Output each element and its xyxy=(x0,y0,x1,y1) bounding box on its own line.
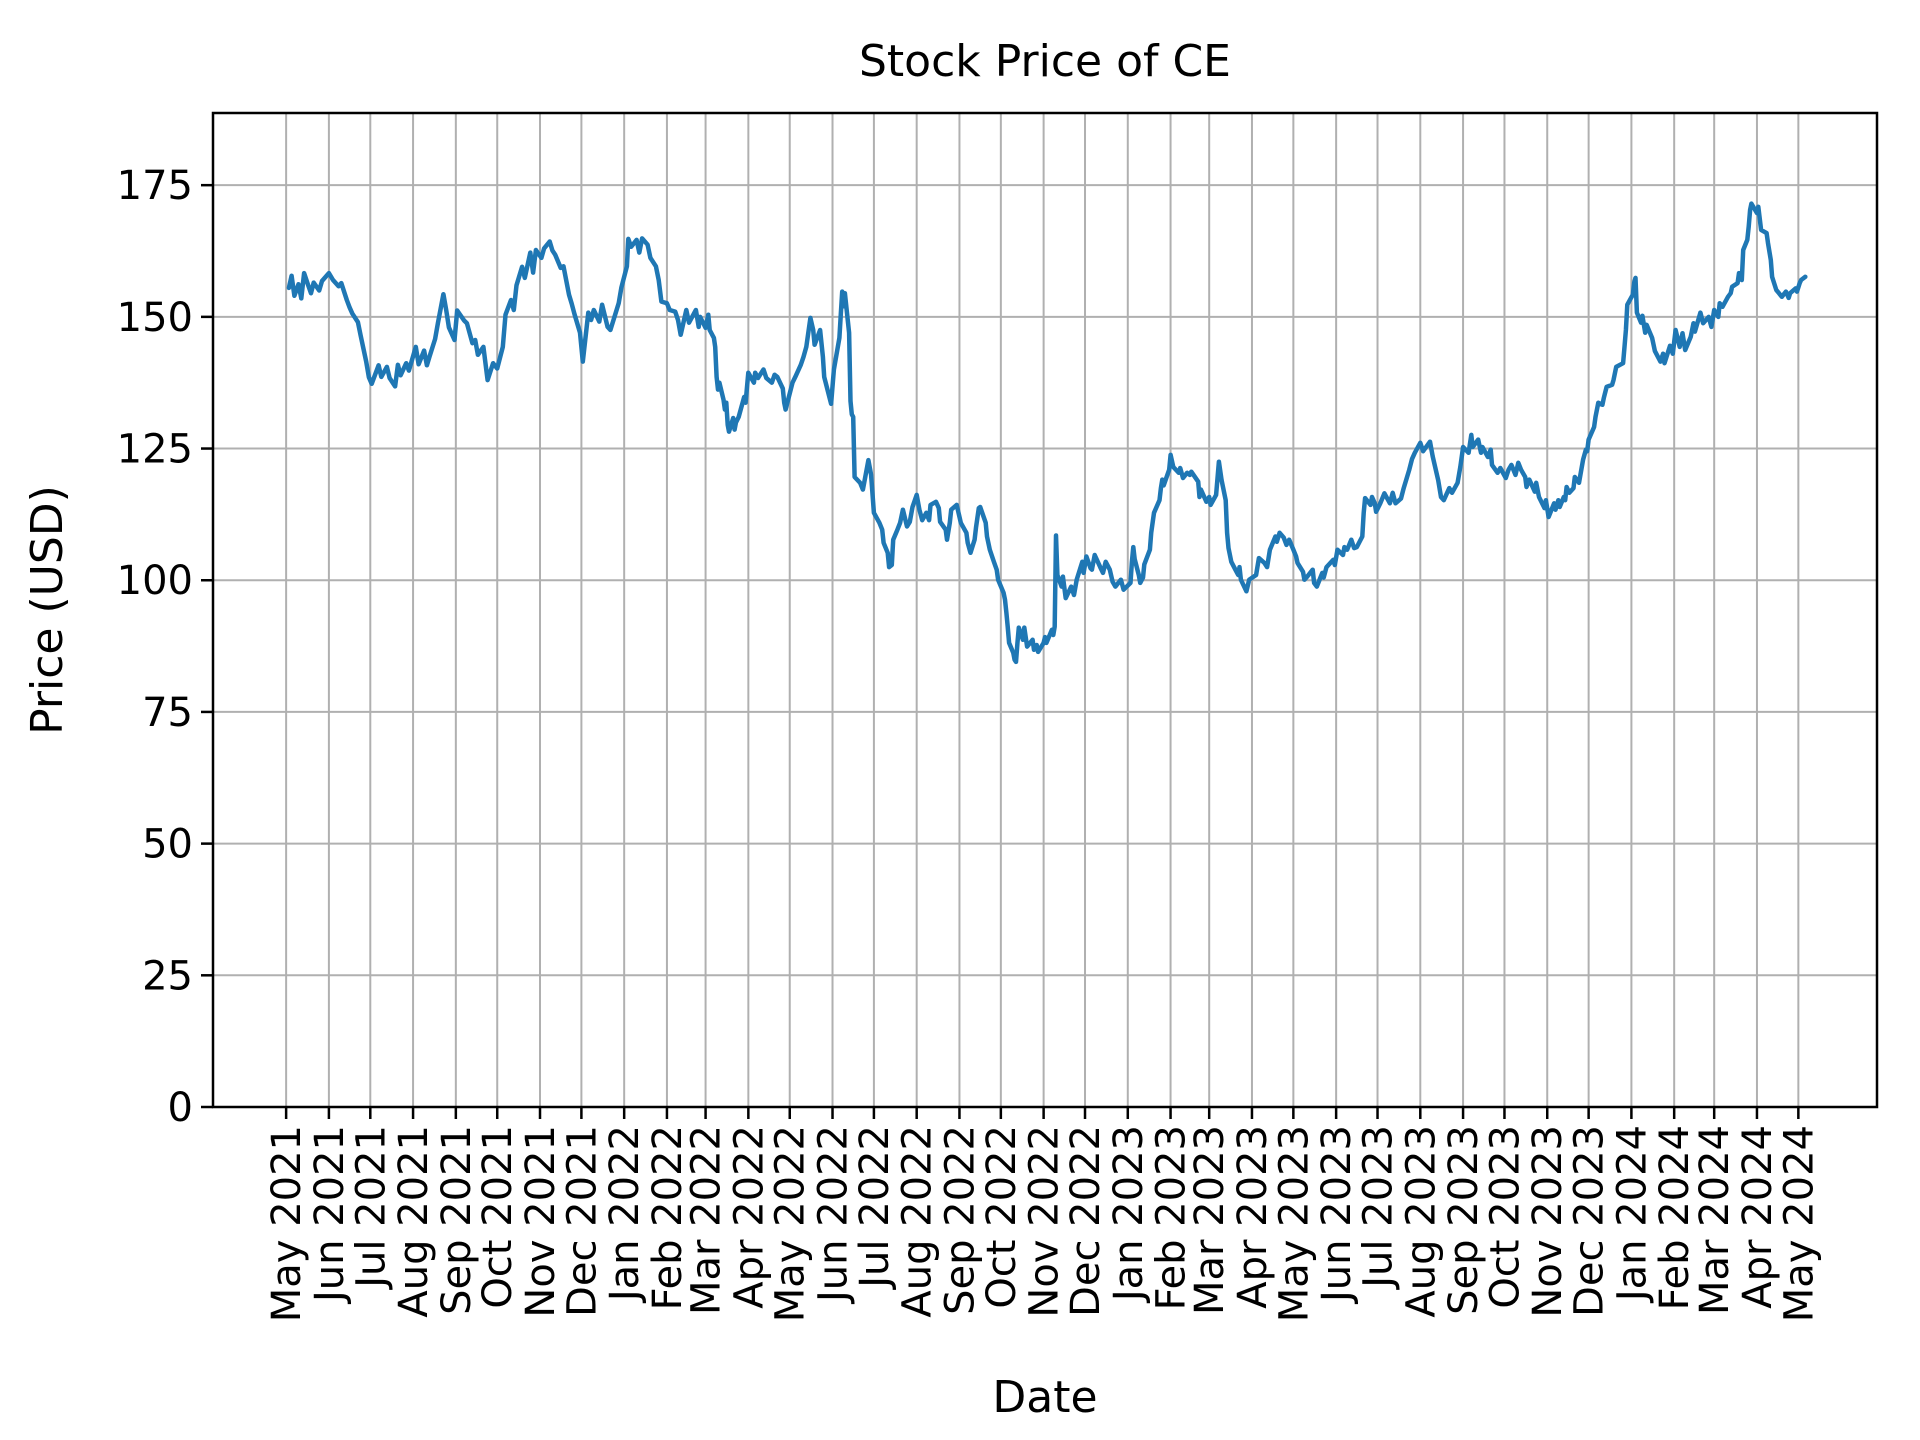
x-tick-label: Feb 2024 xyxy=(1652,1125,1698,1310)
x-tick-label: Sep 2023 xyxy=(1441,1125,1487,1315)
x-tick-label: Jul 2021 xyxy=(348,1125,394,1291)
x-tick-label: Aug 2023 xyxy=(1398,1125,1444,1318)
x-tick-label: Aug 2022 xyxy=(895,1125,941,1318)
y-tick-label: 150 xyxy=(117,295,193,341)
y-tick-label: 75 xyxy=(142,690,193,736)
x-tick-label: Sep 2021 xyxy=(434,1125,480,1315)
x-tick-label: Oct 2022 xyxy=(979,1125,1025,1309)
x-tick-label: Apr 2024 xyxy=(1735,1125,1781,1309)
x-tick-label: Mar 2022 xyxy=(684,1125,730,1315)
x-tick-label: Aug 2021 xyxy=(391,1125,437,1318)
x-tick-label: Apr 2023 xyxy=(1230,1125,1276,1309)
y-tick-label: 125 xyxy=(117,427,193,473)
x-axis-label: Date xyxy=(992,1372,1097,1423)
x-tick-label: Jan 2022 xyxy=(602,1125,648,1304)
y-axis-label: Price (USD) xyxy=(22,485,73,735)
x-tick-label: Nov 2022 xyxy=(1022,1125,1068,1318)
x-tick-label: May 2022 xyxy=(768,1125,814,1322)
chart-title: Stock Price of CE xyxy=(859,36,1231,87)
price-line-series-CE xyxy=(286,201,1808,665)
x-tick-label: Oct 2023 xyxy=(1482,1125,1528,1309)
y-tick-label: 100 xyxy=(117,558,193,604)
x-tick-label: Nov 2021 xyxy=(518,1125,564,1318)
y-tick-label: 0 xyxy=(168,1085,193,1131)
x-tick-label: Jul 2022 xyxy=(852,1125,898,1291)
x-tick-label: Jul 2023 xyxy=(1356,1125,1402,1291)
x-tick-label: Dec 2023 xyxy=(1567,1125,1613,1317)
x-tick-label: Dec 2021 xyxy=(559,1125,605,1317)
x-tick-label: Jun 2022 xyxy=(811,1125,857,1305)
x-tick-label: Feb 2023 xyxy=(1149,1125,1195,1310)
x-tick-label: May 2024 xyxy=(1776,1125,1822,1322)
x-tick-label: Dec 2022 xyxy=(1063,1125,1109,1317)
x-tick-label: Oct 2021 xyxy=(475,1125,521,1309)
y-tick-label: 50 xyxy=(142,822,193,868)
y-tick-label: 25 xyxy=(142,953,193,999)
x-tick-label: Jan 2024 xyxy=(1609,1125,1655,1304)
y-tick-label: 175 xyxy=(117,163,193,209)
x-tick-label: Feb 2022 xyxy=(645,1125,691,1310)
x-tick-label: Jan 2023 xyxy=(1106,1125,1152,1304)
x-tick-label: May 2023 xyxy=(1271,1125,1317,1322)
x-tick-label: Nov 2023 xyxy=(1525,1125,1571,1318)
axes-spines xyxy=(211,111,1879,1109)
x-tick-label: Apr 2022 xyxy=(726,1125,772,1309)
x-tick-label: Sep 2022 xyxy=(937,1125,983,1315)
x-tick-label: May 2021 xyxy=(264,1125,310,1322)
x-tick-label: Mar 2023 xyxy=(1187,1125,1233,1315)
axes-background xyxy=(213,113,1877,1107)
x-tick-label: Jun 2021 xyxy=(307,1125,353,1305)
x-tick-label: Jun 2023 xyxy=(1314,1125,1360,1305)
x-tick-label: Mar 2024 xyxy=(1692,1125,1738,1315)
